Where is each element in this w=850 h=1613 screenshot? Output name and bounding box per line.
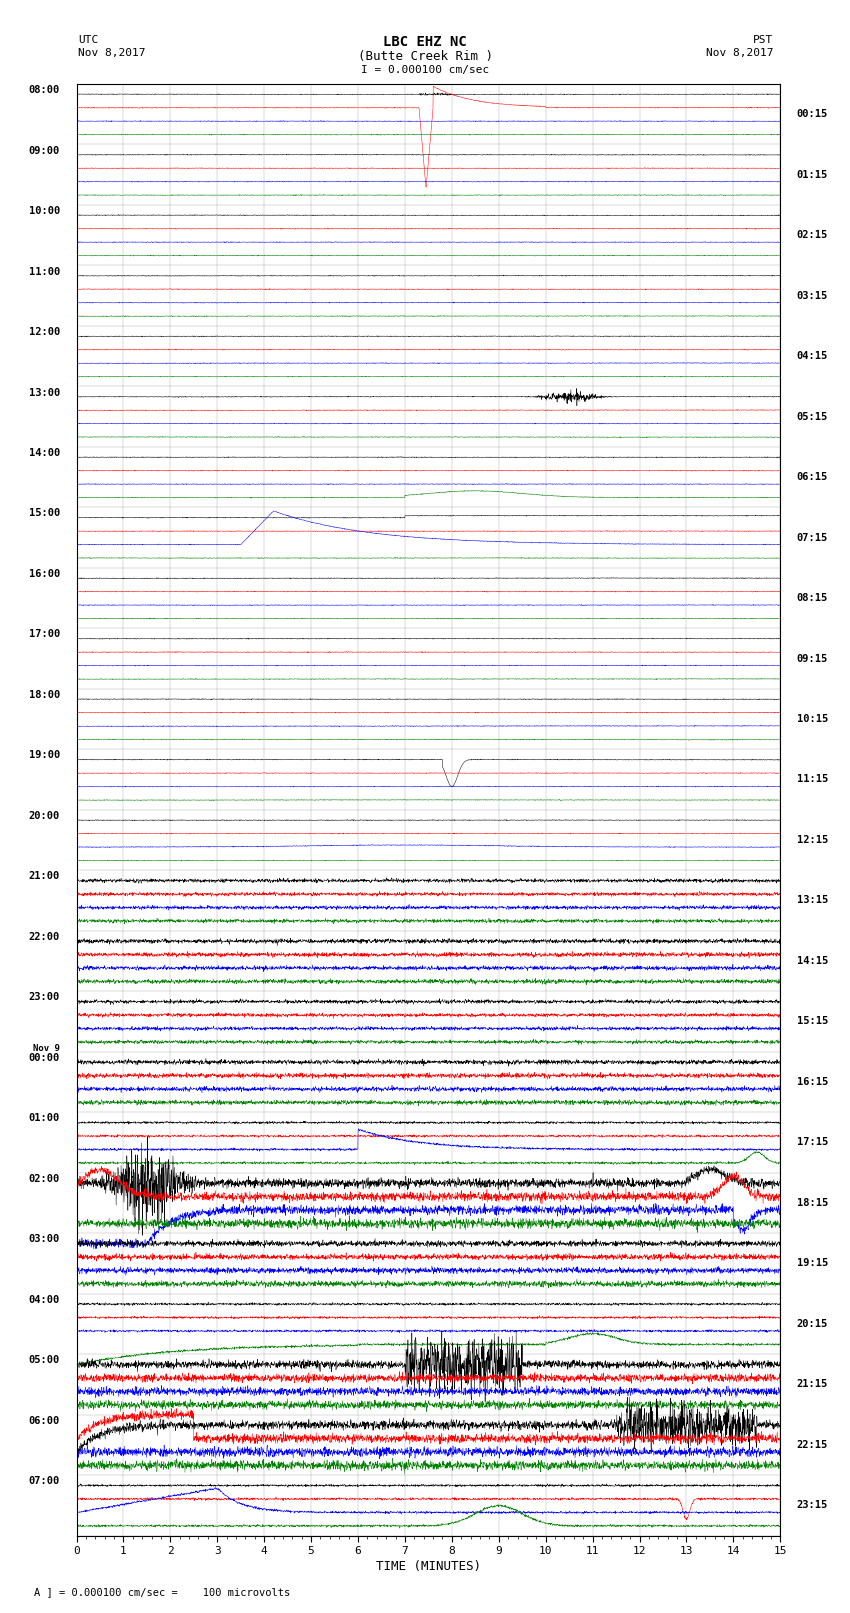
Text: 12:00: 12:00 [29, 327, 60, 337]
Text: 14:00: 14:00 [29, 448, 60, 458]
Text: 10:15: 10:15 [796, 715, 828, 724]
Text: 05:00: 05:00 [29, 1355, 60, 1365]
Text: 18:15: 18:15 [796, 1198, 828, 1208]
Text: 23:00: 23:00 [29, 992, 60, 1002]
Text: LBC EHZ NC: LBC EHZ NC [383, 35, 467, 50]
Text: (Butte Creek Rim ): (Butte Creek Rim ) [358, 50, 492, 63]
Text: 03:15: 03:15 [796, 290, 828, 300]
Text: 18:00: 18:00 [29, 690, 60, 700]
Text: 01:15: 01:15 [796, 169, 828, 179]
Text: 17:00: 17:00 [29, 629, 60, 639]
Text: 22:00: 22:00 [29, 932, 60, 942]
Text: 16:00: 16:00 [29, 569, 60, 579]
Text: 12:15: 12:15 [796, 836, 828, 845]
Text: UTC: UTC [78, 35, 99, 45]
Text: 02:00: 02:00 [29, 1174, 60, 1184]
Text: Nov 9: Nov 9 [33, 1045, 60, 1053]
Text: 21:15: 21:15 [796, 1379, 828, 1389]
Text: 15:15: 15:15 [796, 1016, 828, 1026]
Text: 09:00: 09:00 [29, 145, 60, 155]
Text: 03:00: 03:00 [29, 1234, 60, 1244]
X-axis label: TIME (MINUTES): TIME (MINUTES) [376, 1560, 481, 1573]
Text: 07:00: 07:00 [29, 1476, 60, 1486]
Text: 13:00: 13:00 [29, 387, 60, 397]
Text: 08:00: 08:00 [29, 85, 60, 95]
Text: 07:15: 07:15 [796, 532, 828, 542]
Text: 01:00: 01:00 [29, 1113, 60, 1123]
Text: 06:00: 06:00 [29, 1416, 60, 1426]
Text: 15:00: 15:00 [29, 508, 60, 518]
Text: 04:15: 04:15 [796, 352, 828, 361]
Text: 08:15: 08:15 [796, 594, 828, 603]
Text: 14:15: 14:15 [796, 957, 828, 966]
Text: 11:00: 11:00 [29, 266, 60, 276]
Text: 05:15: 05:15 [796, 411, 828, 421]
Text: 23:15: 23:15 [796, 1500, 828, 1510]
Text: 19:00: 19:00 [29, 750, 60, 760]
Text: 17:15: 17:15 [796, 1137, 828, 1147]
Text: I = 0.000100 cm/sec: I = 0.000100 cm/sec [361, 65, 489, 74]
Text: 11:15: 11:15 [796, 774, 828, 784]
Text: 04:00: 04:00 [29, 1295, 60, 1305]
Text: Nov 8,2017: Nov 8,2017 [706, 48, 774, 58]
Text: A ] = 0.000100 cm/sec =    100 microvolts: A ] = 0.000100 cm/sec = 100 microvolts [34, 1587, 290, 1597]
Text: Nov 8,2017: Nov 8,2017 [78, 48, 145, 58]
Text: 20:00: 20:00 [29, 811, 60, 821]
Text: 20:15: 20:15 [796, 1319, 828, 1329]
Text: 22:15: 22:15 [796, 1440, 828, 1450]
Text: 19:15: 19:15 [796, 1258, 828, 1268]
Text: 21:00: 21:00 [29, 871, 60, 881]
Text: PST: PST [753, 35, 774, 45]
Text: 00:00: 00:00 [29, 1053, 60, 1063]
Text: 13:15: 13:15 [796, 895, 828, 905]
Text: 00:15: 00:15 [796, 110, 828, 119]
Text: 10:00: 10:00 [29, 206, 60, 216]
Text: 02:15: 02:15 [796, 231, 828, 240]
Text: 06:15: 06:15 [796, 473, 828, 482]
Text: 16:15: 16:15 [796, 1077, 828, 1087]
Text: 09:15: 09:15 [796, 653, 828, 663]
